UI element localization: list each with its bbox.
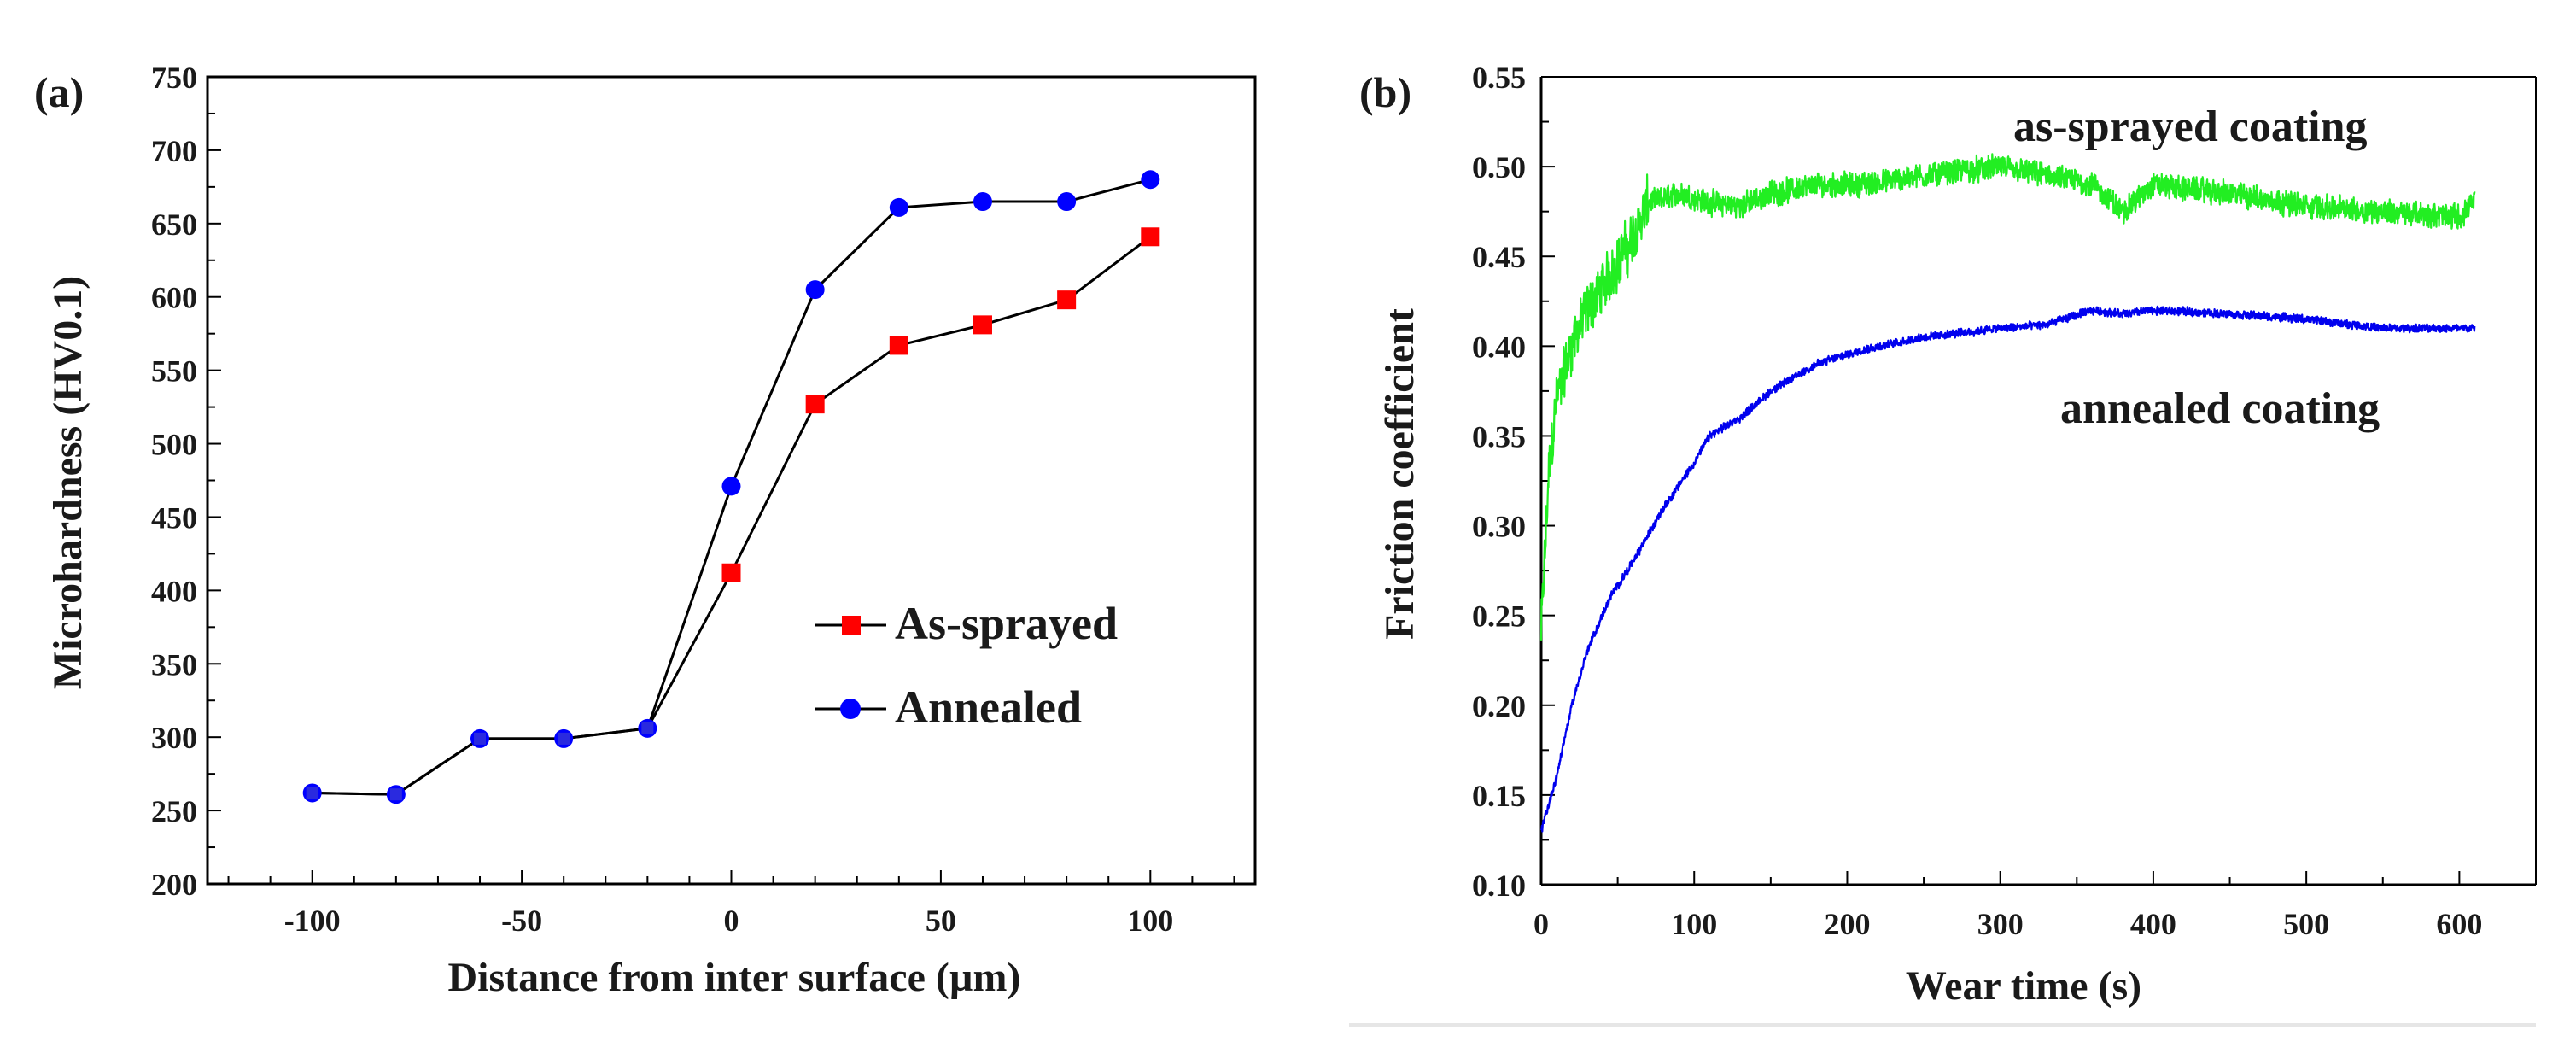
y-tick-label: 550 xyxy=(151,354,197,389)
as-sprayed-point xyxy=(558,732,570,745)
annealed-point xyxy=(1057,192,1077,212)
panel-b-plot-frame xyxy=(1539,76,2537,886)
y-tick-label: 0.10 xyxy=(1472,869,1526,903)
annealed-point xyxy=(973,192,992,212)
y-tick-label: 0.45 xyxy=(1472,240,1526,274)
annotation-as-sprayed: as-sprayed coating xyxy=(2013,102,2368,151)
y-tick-label: 300 xyxy=(151,721,197,755)
as-sprayed-point xyxy=(1141,227,1160,247)
as-sprayed-point xyxy=(721,563,741,582)
legend-as-sprayed-marker xyxy=(842,616,861,635)
y-tick-label: 0.40 xyxy=(1472,330,1526,364)
as-sprayed-point xyxy=(389,788,402,801)
friction-trace-annealed xyxy=(1539,305,2476,833)
y-tick-label: 700 xyxy=(151,134,197,168)
y-tick-label: 0.50 xyxy=(1472,150,1526,184)
panel-b: (b) 0.10 0.15 0.20 0.25 0.30 0.35 0.40 0.45 0.50… xyxy=(1349,61,2537,1027)
annealed-point xyxy=(1141,170,1160,190)
y-tick-label: 500 xyxy=(151,428,197,462)
panel-b-series xyxy=(1539,153,2476,833)
annealed-point xyxy=(889,197,908,217)
panel-a-label: (a) xyxy=(34,68,84,116)
as-sprayed-point xyxy=(306,787,318,799)
y-tick-label: 450 xyxy=(151,500,197,535)
x-tick-label: 0 xyxy=(1533,907,1549,941)
x-tick-label: 500 xyxy=(2283,907,2329,941)
panel-b-axes: 0.10 0.15 0.20 0.25 0.30 0.35 0.40 0.45 0.50 0.55… xyxy=(1472,61,2537,941)
y-tick-label: 0.15 xyxy=(1472,779,1526,813)
legend-as-sprayed-label: As-sprayed xyxy=(895,598,1118,649)
x-tick-label: 200 xyxy=(1824,907,1870,941)
annealed-point xyxy=(721,477,741,496)
x-tick-label: -100 xyxy=(284,904,341,938)
legend-annealed-marker xyxy=(840,699,861,719)
x-tick-label: -50 xyxy=(501,904,542,938)
panel-a-x-axis-label: Distance from inter surface (µm) xyxy=(447,955,1020,1000)
as-sprayed-point xyxy=(474,732,487,745)
x-tick-label: 100 xyxy=(1127,904,1173,938)
y-tick-label: 0.55 xyxy=(1472,61,1526,95)
panel-a-series xyxy=(302,170,1160,804)
panel-a: (a) 200250300350400450500550600650700750… xyxy=(34,61,1257,1000)
y-tick-label: 0.25 xyxy=(1472,600,1526,634)
panel-a-axes: 200250300350400450500550600650700750-100… xyxy=(151,61,1235,938)
as-sprayed-point xyxy=(889,336,908,355)
x-tick-label: 100 xyxy=(1671,907,1717,941)
panel-b-label: (b) xyxy=(1359,68,1411,116)
legend-annealed-label: Annealed xyxy=(895,682,1082,733)
x-tick-label: 600 xyxy=(2436,907,2482,941)
y-tick-label: 200 xyxy=(151,868,197,902)
y-tick-label: 0.30 xyxy=(1472,510,1526,544)
panel-b-x-axis-label: Wear time (s) xyxy=(1906,963,2141,1009)
x-tick-label: 50 xyxy=(926,904,956,938)
y-tick-label: 250 xyxy=(151,794,197,828)
x-tick-label: 300 xyxy=(1977,907,2024,941)
x-tick-label: 400 xyxy=(2130,907,2176,941)
y-tick-label: 0.35 xyxy=(1472,419,1526,453)
y-tick-label: 350 xyxy=(151,647,197,682)
as-sprayed-point xyxy=(973,315,992,335)
panel-b-y-axis-label: Friction coefficient xyxy=(1377,308,1422,640)
panel-a-y-axis-label: Microhardness (HV0.1) xyxy=(45,276,91,689)
x-tick-label: 0 xyxy=(724,904,739,938)
annotation-annealed: annealed coating xyxy=(2060,384,2380,433)
friction-trace-as-sprayed xyxy=(1539,153,2476,641)
y-tick-label: 400 xyxy=(151,574,197,608)
annealed-point xyxy=(805,280,825,300)
y-tick-label: 0.20 xyxy=(1472,689,1526,723)
y-tick-label: 750 xyxy=(151,61,197,95)
as-sprayed-point xyxy=(641,722,654,734)
as-sprayed-point xyxy=(1057,290,1077,310)
panel-a-legend: As-sprayed Annealed xyxy=(815,598,1118,733)
as-sprayed-point xyxy=(805,395,825,414)
y-tick-label: 650 xyxy=(151,208,197,242)
y-tick-label: 600 xyxy=(151,281,197,315)
